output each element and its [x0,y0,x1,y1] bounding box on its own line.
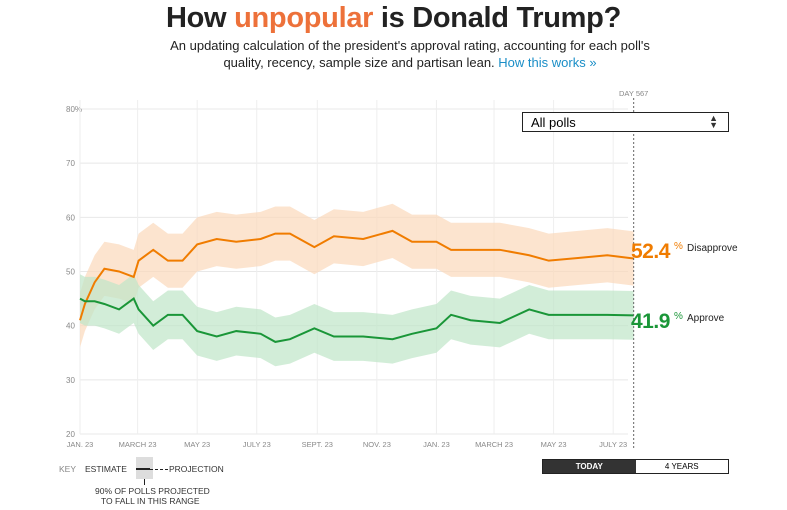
y-tick-label: 80% [66,105,82,114]
y-tick-label: 30 [66,376,75,385]
today-button[interactable]: TODAY [543,460,636,473]
poll-filter-select[interactable]: All polls ▲ ▼ [522,112,729,132]
disapprove-value: 52.4 [631,240,670,263]
day-label: DAY 567 [619,89,648,98]
key-pointer [144,479,145,485]
key-projection-line [150,469,168,470]
disapprove-label: Disapprove [687,243,738,254]
x-tick-label: JULY 23 [599,440,627,449]
x-tick-label: MAY 23 [541,440,567,449]
approve-pct: % [674,311,683,322]
key-estimate: ESTIMATE [85,464,127,474]
key-projection: PROJECTION [169,464,224,474]
approve-value: 41.9 [631,310,670,333]
y-tick-label: 40 [66,322,75,331]
key-estimate-line [136,468,150,470]
x-tick-label: JAN. 23 [423,440,450,449]
subtitle: An updating calculation of the president… [170,38,650,70]
key-label: KEY [59,464,77,474]
x-tick-label: NOV. 23 [363,440,391,449]
y-tick-label: 70 [66,159,75,168]
x-tick-label: MARCH 23 [475,440,513,449]
x-tick-label: MARCH 23 [119,440,157,449]
select-arrows-icon: ▲ ▼ [709,113,718,130]
how-this-works-link[interactable]: How this works » [498,55,597,70]
x-tick-label: SEPT. 23 [302,440,333,449]
x-tick-label: JULY 23 [243,440,271,449]
key-range-note-2: TO FALL IN THIS RANGE [101,496,200,506]
x-tick-label: MAY 23 [184,440,210,449]
y-tick-label: 60 [66,213,75,222]
key-range-note-1: 90% OF POLLS PROJECTED [95,486,210,496]
four-years-button[interactable]: 4 YEARS [664,462,699,471]
band-approve [80,274,634,367]
page-title: How unpopular is Donald Trump? [166,2,621,34]
approve-label: Approve [687,313,725,324]
x-tick-label: JAN. 23 [67,440,94,449]
y-tick-label: 50 [66,267,75,276]
line-disapprove [79,229,634,321]
y-tick-label: 20 [66,430,75,439]
line-approve [79,297,634,343]
disapprove-pct: % [674,241,683,252]
time-range-toggle: TODAY 4 YEARS [542,459,729,474]
